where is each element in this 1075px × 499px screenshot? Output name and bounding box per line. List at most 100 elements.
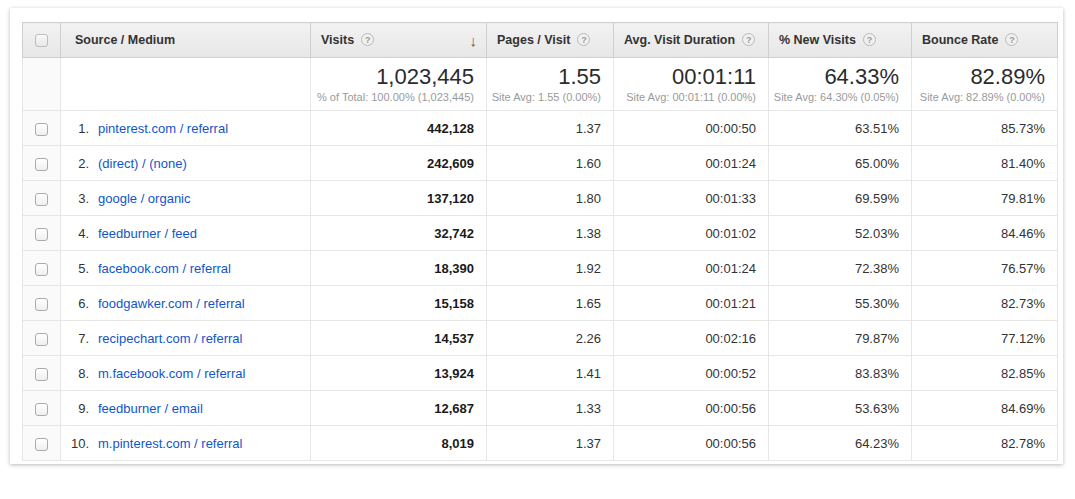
table-row: 8.m.facebook.com / referral 13,924 1.41 … <box>23 356 1058 391</box>
table-body: 1,023,445 % of Total: 100.00% (1,023,445… <box>23 58 1058 461</box>
pages-visit-header-label: Pages / Visit <box>497 33 570 47</box>
bounce-rate-cell: 76.57% <box>912 251 1058 286</box>
row-checkbox-cell <box>23 251 61 286</box>
source-medium-link[interactable]: facebook.com / referral <box>98 261 231 276</box>
source-medium-link[interactable]: feedburner / email <box>98 401 203 416</box>
pages-visit-cell: 2.26 <box>487 321 614 356</box>
pages-visit-cell: 1.38 <box>487 216 614 251</box>
pages-visit-cell: 1.60 <box>487 146 614 181</box>
row-index: 6. <box>65 296 89 311</box>
row-checkbox[interactable] <box>35 158 48 171</box>
pages-visit-cell: 1.65 <box>487 286 614 321</box>
row-checkbox[interactable] <box>35 333 48 346</box>
source-cell: 10. m.pinterest.com / referral <box>61 426 311 461</box>
source-medium-link[interactable]: m.pinterest.com / referral <box>98 436 243 451</box>
summary-new-visits-subtext: Site Avg: 64.30% (0.05%) <box>769 91 899 103</box>
row-checkbox[interactable] <box>35 438 48 451</box>
row-index: 1. <box>65 121 89 136</box>
table-row: 3.google / organic 137,120 1.80 00:01:33… <box>23 181 1058 216</box>
source-medium-link[interactable]: feedburner / feed <box>98 226 197 241</box>
row-checkbox[interactable] <box>35 193 48 206</box>
sort-desc-icon[interactable]: ↓ <box>470 32 478 49</box>
table-row: 1.pinterest.com / referral 442,128 1.37 … <box>23 111 1058 146</box>
source-medium-link[interactable]: recipechart.com / referral <box>98 331 243 346</box>
new-visits-cell: 63.51% <box>769 111 912 146</box>
row-index: 4. <box>65 226 89 241</box>
column-header-pages-visit[interactable]: Pages / Visit? <box>487 23 614 58</box>
new-visits-cell: 69.59% <box>769 181 912 216</box>
new-visits-cell: 72.38% <box>769 251 912 286</box>
pages-visit-cell: 1.92 <box>487 251 614 286</box>
row-checkbox[interactable] <box>35 368 48 381</box>
row-checkbox-cell <box>23 216 61 251</box>
row-checkbox-cell <box>23 111 61 146</box>
row-checkbox[interactable] <box>35 263 48 276</box>
visits-cell: 442,128 <box>311 111 487 146</box>
row-checkbox[interactable] <box>35 228 48 241</box>
row-index: 8. <box>65 366 89 381</box>
summary-duration-subtext: Site Avg: 00:01:11 (0.00%) <box>614 91 756 103</box>
summary-new-visits-cell: 64.33% Site Avg: 64.30% (0.05%) <box>769 58 912 111</box>
help-icon[interactable]: ? <box>742 33 755 46</box>
row-checkbox[interactable] <box>35 403 48 416</box>
column-header-bounce-rate[interactable]: Bounce Rate? <box>912 23 1058 58</box>
new-visits-cell: 52.03% <box>769 216 912 251</box>
help-icon[interactable]: ? <box>577 33 590 46</box>
avg-visit-duration-cell: 00:00:56 <box>614 426 769 461</box>
source-cell: 3. google / organic <box>61 181 311 216</box>
source-medium-link[interactable]: pinterest.com / referral <box>98 121 228 136</box>
help-icon[interactable]: ? <box>863 33 876 46</box>
help-icon[interactable]: ? <box>1005 33 1018 46</box>
source-cell: 4. feedburner / feed <box>61 216 311 251</box>
row-checkbox[interactable] <box>35 123 48 136</box>
avg-visit-duration-cell: 00:01:24 <box>614 146 769 181</box>
row-checkbox[interactable] <box>35 298 48 311</box>
source-cell: 7. recipechart.com / referral <box>61 321 311 356</box>
summary-visits-subtext: % of Total: 100.00% (1,023,445) <box>311 91 474 103</box>
source-medium-link[interactable]: foodgawker.com / referral <box>98 296 245 311</box>
avg-visit-duration-cell: 00:01:21 <box>614 286 769 321</box>
source-cell: 5.facebook.com / referral <box>61 251 311 286</box>
column-header-new-visits[interactable]: % New Visits? <box>769 23 912 58</box>
avg-visit-duration-cell: 00:00:52 <box>614 356 769 391</box>
new-visits-cell: 64.23% <box>769 426 912 461</box>
bounce-rate-cell: 85.73% <box>912 111 1058 146</box>
source-medium-link[interactable]: google / organic <box>98 191 191 206</box>
row-index: 10. <box>65 436 89 451</box>
bounce-rate-cell: 82.85% <box>912 356 1058 391</box>
summary-bounce-value: 82.89% <box>912 65 1045 89</box>
source-cell: 9. feedburner / email <box>61 391 311 426</box>
column-header-avg-visit-duration[interactable]: Avg. Visit Duration? <box>614 23 769 58</box>
bounce-rate-header-label: Bounce Rate <box>922 33 998 47</box>
visits-cell: 14,537 <box>311 321 487 356</box>
table-header: Source / Medium Visits? ↓ Pages / Visit?… <box>23 23 1058 58</box>
row-index: 3. <box>65 191 89 206</box>
summary-pages-cell: 1.55 Site Avg: 1.55 (0.00%) <box>487 58 614 111</box>
summary-bounce-subtext: Site Avg: 82.89% (0.00%) <box>912 91 1045 103</box>
source-cell: 1. pinterest.com / referral <box>61 111 311 146</box>
bounce-rate-cell: 77.12% <box>912 321 1058 356</box>
row-checkbox-cell <box>23 426 61 461</box>
source-medium-link[interactable]: m.facebook.com / referral <box>98 366 245 381</box>
visits-cell: 137,120 <box>311 181 487 216</box>
help-icon[interactable]: ? <box>361 33 374 46</box>
summary-pages-subtext: Site Avg: 1.55 (0.00%) <box>487 91 601 103</box>
avg-visit-duration-cell: 00:00:50 <box>614 111 769 146</box>
avg-visit-duration-cell: 00:01:24 <box>614 251 769 286</box>
source-medium-header-label: Source / Medium <box>75 33 175 47</box>
table-row: 2.(direct) / (none) 242,609 1.60 00:01:2… <box>23 146 1058 181</box>
select-all-checkbox[interactable] <box>35 34 48 47</box>
row-checkbox-cell <box>23 321 61 356</box>
row-index: 9. <box>65 401 89 416</box>
summary-visits-value: 1,023,445 <box>311 65 474 89</box>
pages-visit-cell: 1.37 <box>487 111 614 146</box>
source-medium-link[interactable]: (direct) / (none) <box>98 156 187 171</box>
column-header-visits[interactable]: Visits? ↓ <box>311 23 487 58</box>
table-row: 4.feedburner / feed 32,742 1.38 00:01:02… <box>23 216 1058 251</box>
visits-cell: 18,390 <box>311 251 487 286</box>
visits-cell: 15,158 <box>311 286 487 321</box>
row-index: 7. <box>65 331 89 346</box>
row-checkbox-cell <box>23 146 61 181</box>
pages-visit-cell: 1.41 <box>487 356 614 391</box>
column-header-source-medium[interactable]: Source / Medium <box>61 23 311 58</box>
